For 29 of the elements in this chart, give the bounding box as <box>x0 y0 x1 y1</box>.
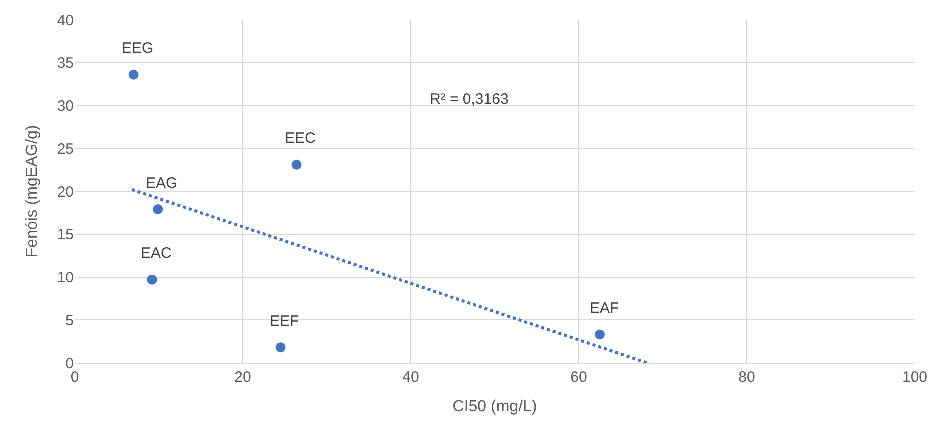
annotation: EAG <box>146 175 178 192</box>
y-tick-label: 25 <box>57 140 74 158</box>
annotation: EEF <box>270 313 300 330</box>
y-axis-title: Fenóis (mgEAG/g) <box>24 125 42 258</box>
y-tick-label: 20 <box>57 184 74 201</box>
point <box>276 342 286 353</box>
y-tick-label: 30 <box>57 98 74 115</box>
y-tick-label: 40 <box>57 12 74 30</box>
annotation: R² = 0,3163 <box>430 91 509 108</box>
y-tick-label: 0 <box>66 355 74 372</box>
annotation: EAF <box>590 300 620 317</box>
annotation: EEC <box>285 130 316 147</box>
point <box>147 274 158 285</box>
y-tick-label: 15 <box>57 226 74 244</box>
point <box>128 70 139 80</box>
y-tick-label: 5 <box>66 312 74 330</box>
x-tick-label: 60 <box>570 369 588 386</box>
point <box>153 204 164 215</box>
annotation: EEG <box>122 40 154 57</box>
y-tick-label: 10 <box>57 270 74 286</box>
x-tick-label: 20 <box>234 369 252 386</box>
annotation: EAC <box>141 245 172 262</box>
x-axis-title: CI50 (mg/L) <box>452 398 538 416</box>
y-tick-label: 35 <box>57 55 74 72</box>
point <box>292 160 302 170</box>
point <box>595 330 605 340</box>
x-tick-label: 100 <box>902 369 928 386</box>
x-tick-label: 80 <box>738 369 756 386</box>
x-tick-label: 40 <box>402 369 420 386</box>
